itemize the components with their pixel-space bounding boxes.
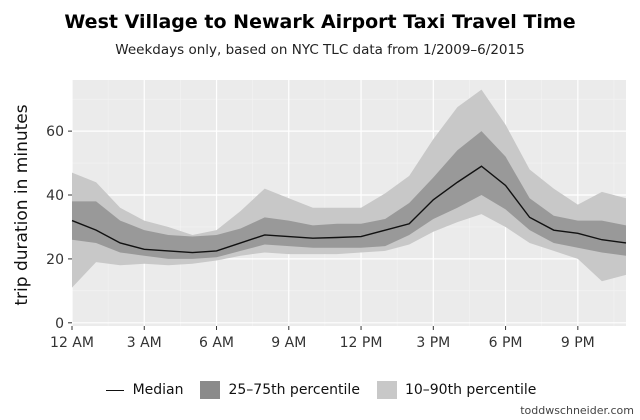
y-tick-label: 20 bbox=[46, 252, 64, 268]
watermark: toddwschneider.com bbox=[520, 404, 634, 417]
median-line-layer bbox=[71, 165, 627, 254]
x-tick-label: 9 PM bbox=[561, 335, 595, 351]
legend-key-10-90 bbox=[376, 380, 398, 400]
legend-label-10-90: 10–90th percentile bbox=[404, 382, 537, 398]
x-tick-label: 6 PM bbox=[489, 335, 523, 351]
legend-label-median: Median bbox=[132, 382, 184, 398]
legend-item-10-90: 10–90th percentile bbox=[376, 380, 536, 400]
x-tick-label: 12 PM bbox=[340, 335, 383, 351]
chart-subtitle: Weekdays only, based on NYC TLC data fro… bbox=[115, 42, 525, 58]
y-tick-label: 0 bbox=[55, 316, 64, 332]
axis-ticks: 12 AM 3 AM 6 AM 9 AM 12 PM 3 PM 6 PM 9 PM 0 20 40 6… bbox=[46, 124, 595, 351]
x-tick-label: 3 PM bbox=[416, 335, 450, 351]
x-tick-label: 3 AM bbox=[127, 335, 162, 351]
legend-key-median bbox=[104, 380, 126, 400]
x-tick-label: 12 AM bbox=[50, 335, 94, 351]
legend-key-25-75 bbox=[199, 380, 221, 400]
chart-title: West Village to Newark Airport Taxi Trav… bbox=[64, 11, 576, 33]
x-tick-label: 6 AM bbox=[199, 335, 234, 351]
legend-item-25-75: 25–75th percentile bbox=[199, 380, 360, 400]
percentile-bands bbox=[72, 89, 626, 288]
legend-label-25-75: 25–75th percentile bbox=[228, 382, 360, 398]
median-line bbox=[71, 165, 627, 254]
legend: Median 25–75th percentile 10–90th percen… bbox=[0, 380, 640, 400]
y-tick-label: 40 bbox=[46, 188, 64, 204]
legend-item-median: Median bbox=[104, 380, 184, 400]
band-25-75-percentile bbox=[72, 131, 626, 259]
x-tick-label: 9 AM bbox=[271, 335, 306, 351]
y-tick-label: 60 bbox=[46, 124, 64, 140]
